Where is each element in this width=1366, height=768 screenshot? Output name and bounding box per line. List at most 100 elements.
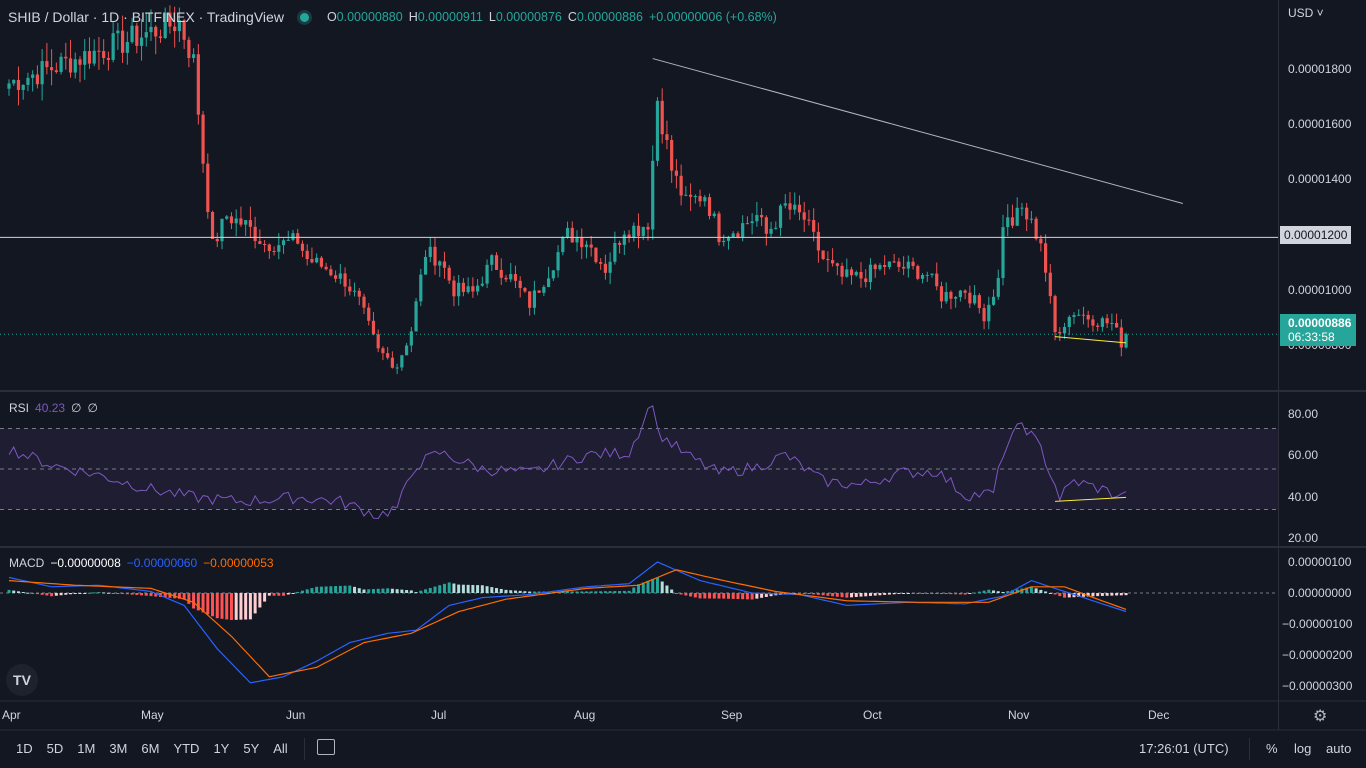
time-tick: Jul	[431, 708, 447, 722]
candle-body	[16, 79, 21, 90]
candle	[135, 22, 139, 54]
candle	[826, 251, 830, 272]
candle-body	[45, 61, 49, 68]
currency-selector[interactable]: USD ˅	[1288, 6, 1324, 20]
candle	[357, 287, 361, 306]
candle	[12, 79, 16, 86]
range-6m-button[interactable]: 6M	[141, 741, 160, 756]
candle-body	[471, 286, 475, 292]
macd-histogram-bar	[523, 591, 527, 593]
range-ytd-button[interactable]: YTD	[173, 741, 200, 756]
candle-body	[523, 288, 527, 292]
range-5d-button[interactable]: 5D	[46, 741, 64, 756]
candle	[537, 290, 541, 293]
macd-histogram-bar	[1039, 589, 1043, 593]
range-1y-button[interactable]: 1Y	[213, 741, 230, 756]
candle	[551, 270, 555, 281]
tradingview-logo-icon[interactable]: TV	[6, 664, 38, 696]
macd-histogram-bar	[878, 593, 882, 596]
macd-histogram-bar	[532, 591, 536, 593]
candle-body	[305, 250, 309, 260]
time-tick: Oct	[863, 708, 882, 722]
range-1m-button[interactable]: 1M	[77, 741, 96, 756]
clock-timezone[interactable]: 17:26:01 (UTC)	[1139, 741, 1229, 756]
candle	[1119, 319, 1123, 357]
rsi-tick: 20.00	[1288, 531, 1319, 545]
candle-body	[83, 51, 87, 65]
candle	[1048, 264, 1052, 304]
candle-body	[154, 26, 158, 37]
range-all-button[interactable]: All	[273, 741, 288, 756]
candle	[1006, 204, 1010, 237]
market-open-icon	[299, 12, 309, 22]
candle-body	[594, 247, 598, 263]
candle	[428, 236, 432, 263]
range-1d-button[interactable]: 1D	[16, 741, 33, 756]
macd-histogram-bar	[248, 593, 252, 620]
macd-histogram-bar	[745, 593, 749, 600]
candle	[158, 29, 163, 43]
macd-histogram-bar	[930, 593, 934, 594]
macd-histogram-bar	[229, 593, 233, 621]
candle	[1110, 313, 1114, 331]
candle	[182, 19, 186, 49]
candle-body	[589, 244, 593, 248]
candle-body	[329, 269, 333, 276]
macd-histogram-bar	[859, 593, 863, 597]
candle-body	[745, 223, 749, 225]
percent-scale-button[interactable]: %	[1266, 741, 1278, 756]
candle-body	[551, 270, 555, 279]
candle	[570, 221, 574, 243]
candle-body	[253, 226, 257, 242]
candle	[954, 296, 958, 308]
macd-histogram-bar	[996, 591, 1000, 593]
candle	[239, 206, 243, 227]
candle-body	[935, 273, 939, 287]
candle	[764, 215, 768, 246]
settings-gear-icon[interactable]: ⚙	[1313, 708, 1328, 725]
macd-histogram-bar	[760, 593, 764, 598]
candle-body	[944, 291, 948, 302]
range-5y-button[interactable]: 5Y	[243, 741, 260, 756]
candle	[684, 186, 688, 197]
macd-histogram-bar	[561, 591, 565, 593]
candle-body	[390, 357, 394, 368]
macd-histogram-bar	[206, 593, 210, 615]
candle	[371, 312, 376, 336]
log-scale-button[interactable]: log	[1294, 741, 1312, 756]
macd-histogram-bar	[125, 593, 129, 595]
candle	[433, 237, 437, 275]
candle	[476, 279, 480, 296]
range-3m-button[interactable]: 3M	[109, 741, 128, 756]
candle-body	[480, 283, 484, 286]
auto-scale-button[interactable]: auto	[1326, 741, 1352, 756]
macd-histogram-bar	[660, 581, 664, 593]
rsi-extra-2: ∅	[87, 401, 98, 415]
candle-body	[518, 280, 522, 289]
macd-histogram-bar	[977, 591, 981, 593]
candle	[655, 97, 660, 167]
macd-histogram-bar	[367, 589, 371, 593]
candle-body	[816, 231, 820, 251]
candle	[352, 282, 357, 297]
macd-histogram-bar	[64, 593, 68, 595]
rsi-legend[interactable]: RSI 40.23 ∅ ∅	[9, 401, 98, 415]
candle-body	[149, 26, 153, 33]
candle	[405, 342, 409, 356]
candle	[703, 194, 707, 207]
candle-body	[50, 67, 54, 71]
candle	[627, 230, 631, 243]
candle-body	[1034, 218, 1038, 239]
macd-histogram-bar	[1077, 593, 1081, 597]
date-range-icon[interactable]	[317, 739, 335, 755]
candle	[31, 70, 35, 92]
macd-histogram-bar	[282, 593, 286, 596]
candle	[925, 271, 929, 282]
candle-body	[244, 220, 248, 225]
macd-histogram-bar	[92, 592, 96, 594]
candle	[438, 260, 442, 278]
symbol-title[interactable]: SHIB / Dollar · 1D · BITFINEX · TradingV…	[8, 9, 284, 25]
macd-histogram-bar	[736, 593, 740, 600]
macd-legend[interactable]: MACD −0.00000008 −0.00000060 −0.00000053	[9, 556, 274, 570]
